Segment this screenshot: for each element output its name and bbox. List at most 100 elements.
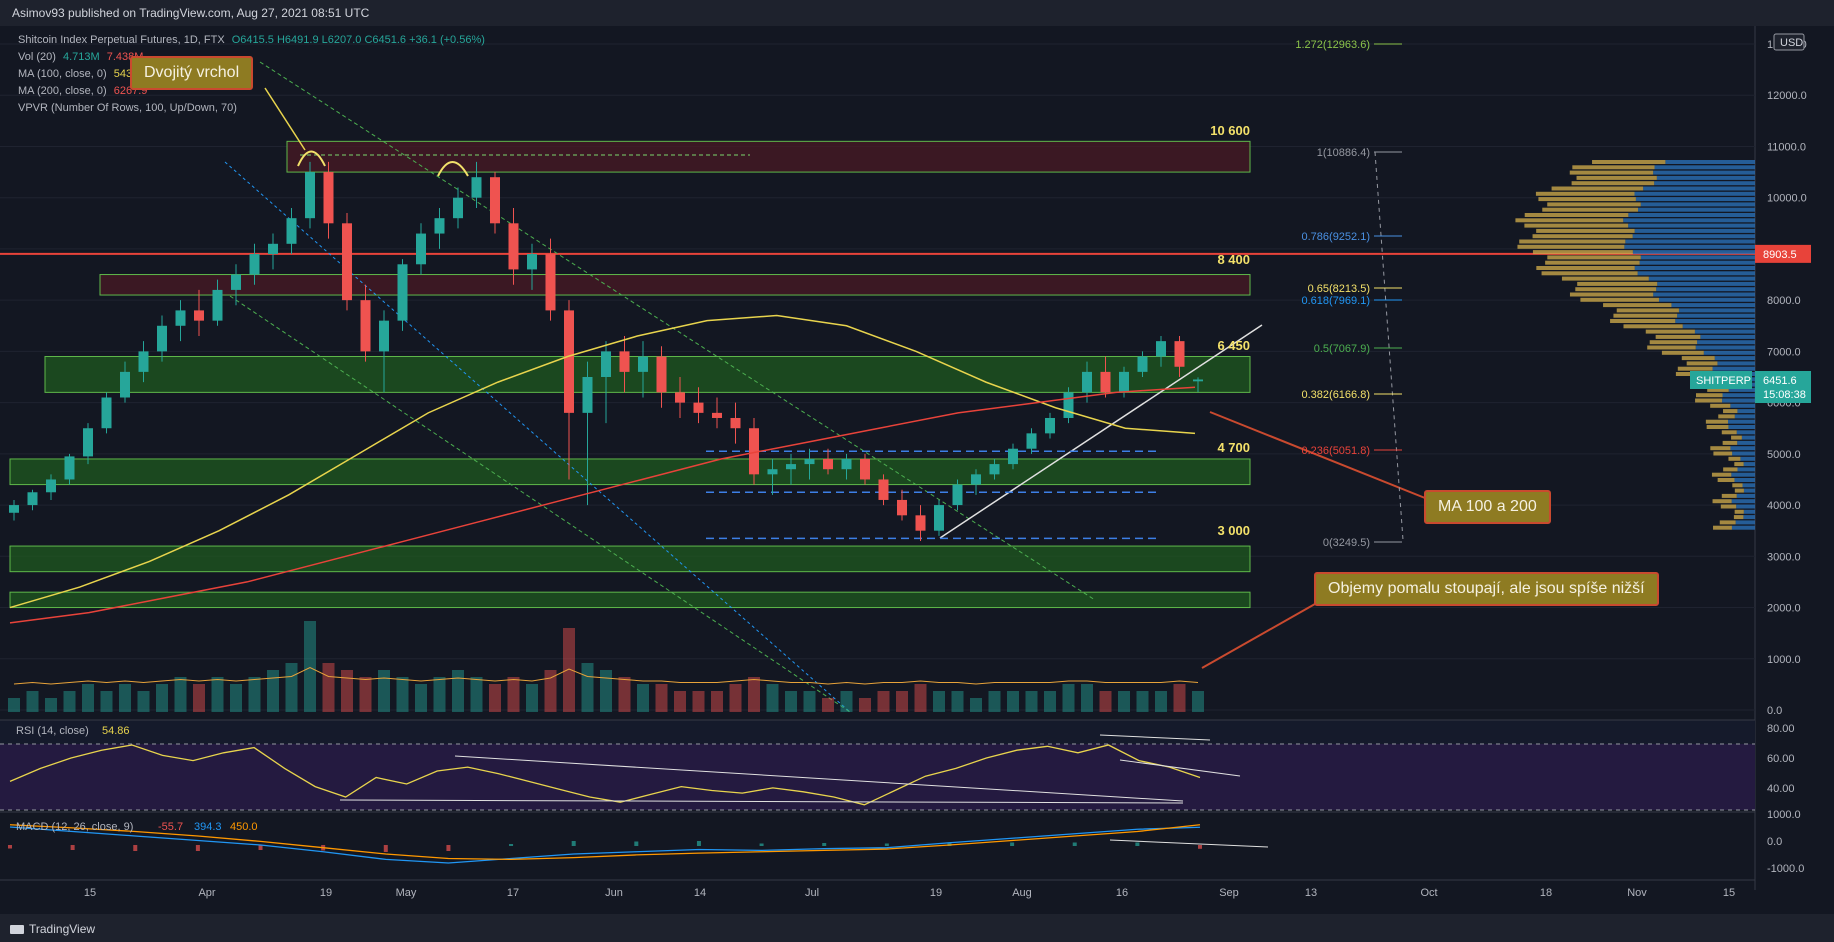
volume-bar xyxy=(581,663,594,712)
support-trendline xyxy=(939,324,1263,539)
volume-bar xyxy=(267,670,279,712)
vpvr-up-bar xyxy=(1737,467,1755,472)
candle-body xyxy=(860,458,870,480)
candle-body xyxy=(749,428,759,475)
callout-pointer-3 xyxy=(1201,599,1323,669)
zone-support xyxy=(9,545,1251,573)
level-label: 10 600 xyxy=(1210,123,1250,138)
candle-body xyxy=(823,458,833,470)
price-tick: 0.0 xyxy=(1767,705,1782,717)
chart-svg[interactable]: 1.272(12963.6) 1(10886.4) 0.786(9252.1) 0.6… xyxy=(0,0,1834,914)
time-tick: 17 xyxy=(507,887,519,899)
level-label: 4 700 xyxy=(1217,440,1250,455)
vpvr-down-bar xyxy=(1603,303,1672,308)
legend-vol-row: Vol (20) 4.713M 7.438M xyxy=(18,51,143,63)
volume-bar xyxy=(489,684,501,712)
candle-body xyxy=(231,274,241,290)
candle-body xyxy=(804,458,815,465)
candle-body xyxy=(619,351,630,372)
candle-body xyxy=(952,484,963,506)
vpvr-down-bar xyxy=(1705,419,1728,424)
volume-bar xyxy=(951,691,964,712)
volume-bar xyxy=(877,691,890,712)
volume-bar xyxy=(859,698,871,712)
vpvr-up-bar xyxy=(1671,303,1755,308)
volume-bar xyxy=(1173,684,1186,712)
level-label: 8 400 xyxy=(1217,252,1250,267)
vpvr-down-bar xyxy=(1718,414,1735,419)
symbol-label: SHITPERP xyxy=(1696,375,1751,387)
vpvr-up-bar xyxy=(1741,435,1755,440)
vpvr-down-bar xyxy=(1734,462,1744,467)
volume-bar xyxy=(341,670,353,712)
candle-body xyxy=(83,428,93,457)
fib-label: 0.65(8213.5) xyxy=(1308,283,1370,295)
vpvr-up-bar xyxy=(1653,292,1755,297)
volume-bar xyxy=(82,684,94,712)
vpvr-up-bar xyxy=(1637,271,1755,276)
candle-body xyxy=(1008,448,1018,465)
macd-histogram-bar xyxy=(70,845,75,850)
macd-tick: 1000.0 xyxy=(1767,809,1801,821)
time-tick: 13 xyxy=(1305,887,1317,899)
vpvr-down-bar xyxy=(1561,276,1649,281)
vpvr-up-bar xyxy=(1628,213,1755,217)
zone-support xyxy=(9,458,1251,486)
vpvr-down-bar xyxy=(1536,228,1635,233)
vpvr-down-bar xyxy=(1655,334,1701,339)
legend-vpvr: VPVR (Number Of Rows, 100, Up/Down, 70) xyxy=(18,102,237,114)
candle-body xyxy=(360,300,371,352)
volume-bar xyxy=(322,663,335,712)
time-tick: 16 xyxy=(1116,887,1128,899)
volume-bar xyxy=(526,684,538,712)
macd-panel: MACD (12, 26, close, 9) -55.7 394.3 450.0 xyxy=(0,811,1755,864)
vpvr-down-bar xyxy=(1545,260,1640,265)
vpvr-down-bar xyxy=(1720,504,1737,509)
annotation-lines xyxy=(0,61,1755,713)
macd-histogram-bar xyxy=(8,845,12,849)
vpvr-down-bar xyxy=(1571,181,1655,186)
vpvr-down-bar xyxy=(1592,160,1666,164)
macd-histogram-bar xyxy=(133,845,138,851)
macd-histogram-bar xyxy=(446,845,451,851)
vpvr-up-bar xyxy=(1637,207,1755,212)
macd-histogram-bar xyxy=(884,843,889,846)
rsi-tick: 40.00 xyxy=(1767,783,1795,795)
volume-bar xyxy=(896,691,908,712)
volume-bar xyxy=(748,677,760,712)
moving-averages xyxy=(9,314,1196,624)
candle-body xyxy=(305,172,315,219)
vpvr-down-bar xyxy=(1519,239,1626,244)
volume-bar xyxy=(100,691,113,712)
legend-title: Shitcoin Index Perpetual Futures, 1D, FT… xyxy=(18,34,225,46)
zone-resistance xyxy=(99,274,1251,296)
vpvr-up-bar xyxy=(1731,525,1755,530)
volume-bar xyxy=(285,663,298,712)
vpvr-down-bar xyxy=(1677,366,1713,371)
legend-title-row: Shitcoin Index Perpetual Futures, 1D, FT… xyxy=(18,34,485,46)
time-tick: 18 xyxy=(1540,887,1552,899)
macd-line xyxy=(9,826,1201,864)
volume-bar xyxy=(63,691,76,712)
volume-bar xyxy=(674,691,686,712)
vpvr-up-bar xyxy=(1728,425,1755,429)
volume-bar xyxy=(507,677,520,712)
vpvr-down-bar xyxy=(1713,451,1733,456)
candle-body xyxy=(471,177,482,198)
vpvr-up-bar xyxy=(1634,266,1755,270)
time-tick: Nov xyxy=(1627,887,1647,899)
footer-brand: TradingView xyxy=(29,922,96,936)
ma100-line xyxy=(9,314,1196,609)
vpvr-up-bar xyxy=(1632,250,1755,255)
rsi-tick: 60.00 xyxy=(1767,753,1795,765)
candle-body xyxy=(712,412,722,418)
vpvr-down-bar xyxy=(1710,446,1731,451)
candle-body xyxy=(878,479,889,500)
volume-bar xyxy=(119,684,131,712)
publisher-text: Asimov93 published on TradingView.com, A… xyxy=(12,6,370,20)
vpvr-up-bar xyxy=(1695,345,1755,350)
candle-body xyxy=(1045,417,1055,434)
vpvr-down-bar xyxy=(1613,313,1678,318)
volume-bar xyxy=(396,677,409,712)
candle-body xyxy=(490,177,500,224)
